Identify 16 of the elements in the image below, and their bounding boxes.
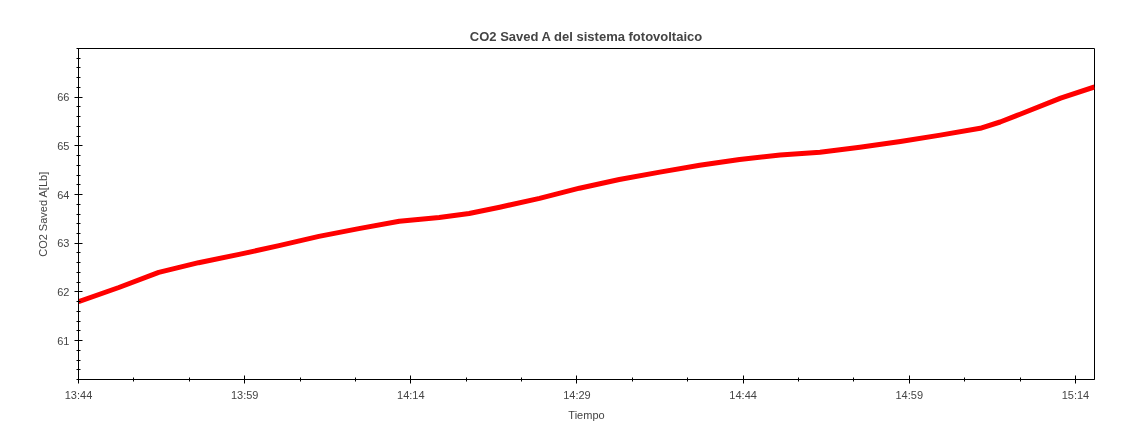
x-tick-label: 15:14 xyxy=(1061,388,1090,401)
y-tick-label: 62 xyxy=(57,285,70,298)
x-tick-label: 14:44 xyxy=(729,388,757,401)
y-tick-label: 65 xyxy=(57,139,70,152)
y-tick-label: 66 xyxy=(57,91,70,104)
chart-title: CO2 Saved A del sistema fotovoltaico xyxy=(469,28,703,44)
y-tick-label: 61 xyxy=(57,334,70,347)
x-tick-label: 14:59 xyxy=(895,388,924,401)
y-tick-label: 64 xyxy=(57,188,70,201)
x-tick-label: 14:14 xyxy=(397,388,425,401)
x-tick-label: 13:59 xyxy=(230,388,259,401)
y-axis-title: CO2 Saved A[Lb] xyxy=(37,171,50,257)
x-tick-label: 14:29 xyxy=(563,388,591,401)
x-tick-label: 13:44 xyxy=(64,388,93,401)
y-tick-label: 63 xyxy=(57,237,70,250)
x-axis-title: Tiempo xyxy=(568,408,605,421)
